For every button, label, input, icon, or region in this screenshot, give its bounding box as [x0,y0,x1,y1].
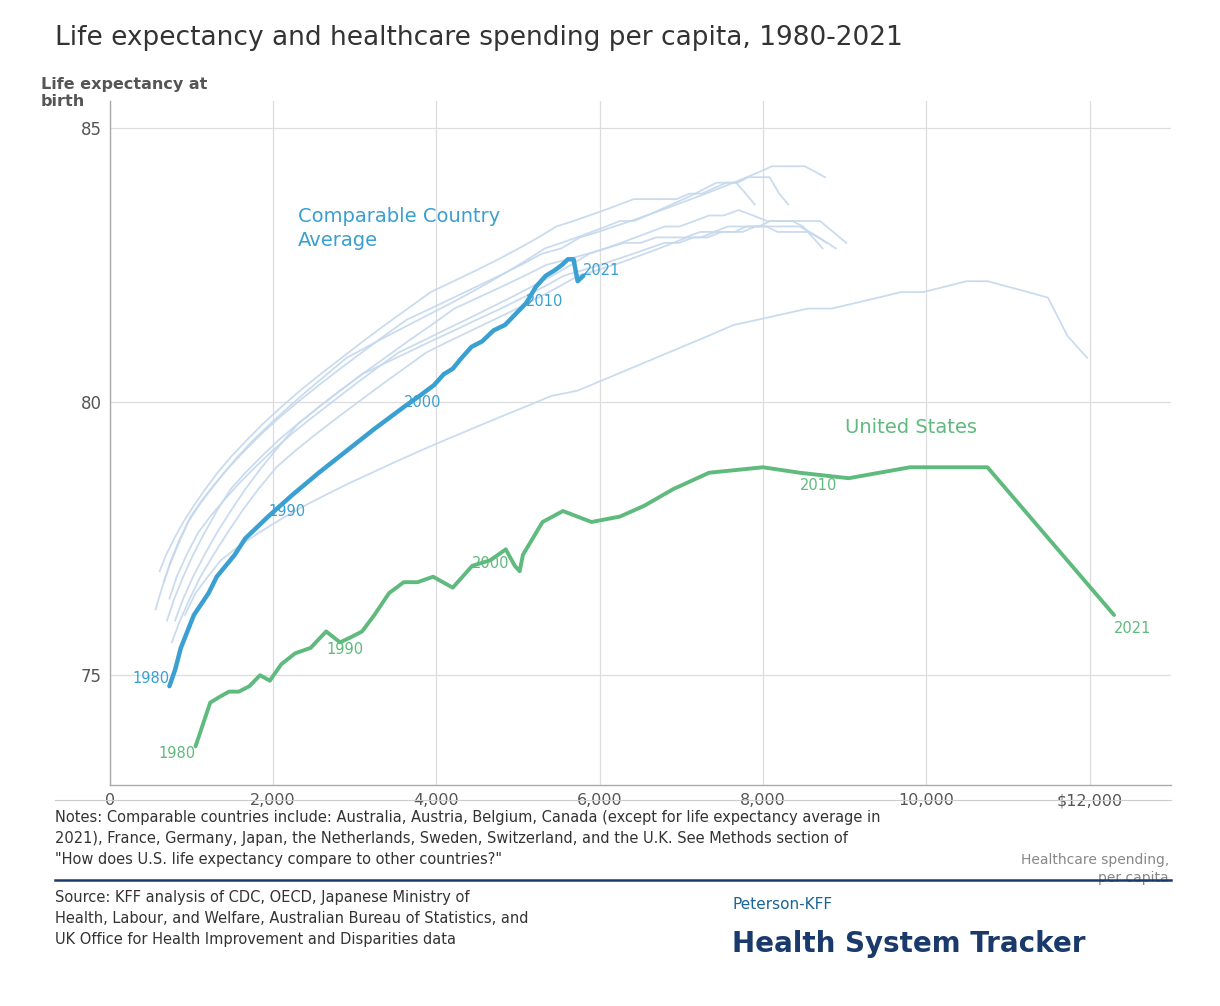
Text: Life expectancy and healthcare spending per capita, 1980-2021: Life expectancy and healthcare spending … [55,25,903,51]
Text: Source: KFF analysis of CDC, OECD, Japanese Ministry of
Health, Labour, and Welf: Source: KFF analysis of CDC, OECD, Japan… [55,890,528,948]
Text: Notes: Comparable countries include: Australia, Austria, Belgium, Canada (except: Notes: Comparable countries include: Aus… [55,810,881,867]
Text: Healthcare spending,
per capita: Healthcare spending, per capita [1021,853,1169,885]
Text: 2000: 2000 [472,556,510,571]
Text: 2010: 2010 [526,294,564,309]
Text: 1980: 1980 [159,746,195,762]
Text: Peterson-KFF: Peterson-KFF [732,897,832,912]
Text: 2021: 2021 [583,264,621,279]
Text: Comparable Country
Average: Comparable Country Average [298,207,500,249]
Text: 1990: 1990 [326,643,364,657]
Text: 1990: 1990 [268,504,305,519]
Text: 2000: 2000 [404,394,442,409]
Text: 2010: 2010 [800,478,837,493]
Text: United States: United States [844,418,977,438]
Text: Life expectancy at
birth: Life expectancy at birth [40,76,207,109]
Text: Health System Tracker: Health System Tracker [732,930,1086,958]
Text: 2021: 2021 [1114,621,1152,636]
Text: 1980: 1980 [132,671,170,686]
